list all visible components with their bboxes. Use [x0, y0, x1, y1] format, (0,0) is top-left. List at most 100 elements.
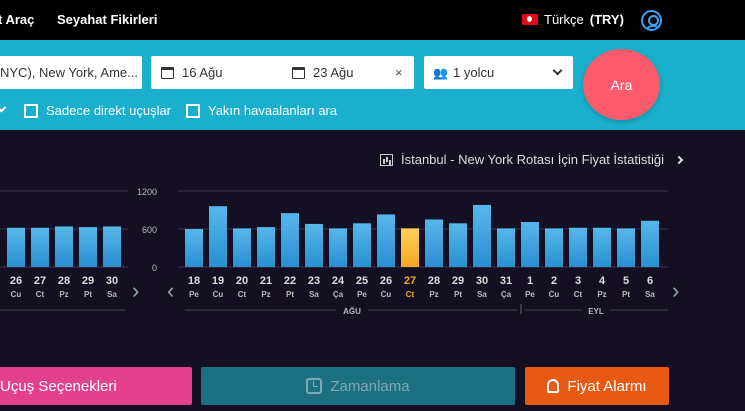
month-label: AĞU [343, 307, 361, 316]
search-button[interactable]: Ara [583, 49, 660, 120]
day-label: 24 [332, 275, 345, 287]
price-stats-label: İstanbul - New York Rotası İçin Fiyat İs… [401, 152, 664, 167]
passengers-icon: 👥 [433, 65, 448, 80]
month-label-bg [582, 304, 610, 316]
day-label: 29 [452, 275, 464, 287]
direct-flights-checkbox[interactable]: Sadece direkt uçuşlar [24, 103, 171, 118]
price-alarm-button[interactable]: Fiyat Alarmı [525, 367, 669, 405]
language-name: Türkçe [544, 12, 584, 27]
chart-next-arrow-left-panel[interactable]: › [132, 278, 140, 303]
day-label: 26 [380, 275, 392, 287]
bar [617, 228, 635, 267]
bar [233, 228, 251, 267]
price-alarm-label: Fiyat Alarmı [567, 377, 647, 395]
passenger-count: 1 yolcu [453, 65, 495, 80]
day-label: 3 [575, 275, 581, 287]
currency-label: (TRY) [589, 12, 624, 27]
timing-button[interactable]: Zamanlama [201, 367, 515, 405]
weekday-label: Sa [107, 290, 117, 299]
bar-selected [401, 228, 419, 267]
bell-icon [547, 379, 560, 393]
day-label: 6 [647, 275, 653, 287]
search-bar: NYC), New York, Ame... 16 Ağu 23 Ağu × 👥… [0, 40, 745, 130]
flight-options-label: Uçuş Seçenekleri [0, 377, 117, 395]
chart-next-arrow[interactable]: › [672, 278, 680, 303]
nearby-airports-checkbox[interactable]: Yakın havaalanları ara [186, 103, 337, 118]
day-label: 2 [551, 275, 557, 287]
chevron-down-icon[interactable] [0, 102, 7, 113]
bar [593, 227, 611, 267]
chevron-down-icon [552, 65, 563, 76]
chart-icon [380, 153, 393, 166]
weekday-label: Ct [406, 290, 415, 299]
depart-date[interactable]: 16 Ağu [161, 65, 223, 80]
weekday-label: Ct [238, 290, 247, 299]
route-value: NYC), New York, Ame... [0, 65, 138, 80]
user-account-icon[interactable] [641, 10, 662, 31]
weekday-label: Ct [574, 290, 583, 299]
weekday-label: Pt [622, 290, 630, 299]
bar [55, 226, 73, 267]
nearby-airports-label: Yakın havaalanları ara [208, 103, 338, 118]
weekday-label: Pt [84, 290, 92, 299]
calendar-icon [161, 66, 174, 79]
y-tick-label: 1200 [137, 187, 157, 197]
bar [473, 204, 491, 267]
bar [281, 213, 299, 267]
day-label: 1 [527, 275, 533, 287]
checkbox-box[interactable] [24, 103, 38, 118]
day-label: 29 [82, 275, 94, 287]
date-field[interactable]: 16 Ağu 23 Ağu × [151, 56, 414, 89]
passenger-selector[interactable]: 👥 1 yolcu [424, 56, 573, 89]
nav-link-car[interactable]: t Araç [0, 12, 35, 27]
weekday-label: Cu [549, 290, 560, 299]
bar [209, 206, 227, 267]
month-label-bg [336, 304, 368, 316]
depart-date-label: 16 Ağu [182, 65, 223, 80]
bar [185, 229, 203, 267]
nav-link-travel-ideas[interactable]: Seyahat Fikirleri [57, 12, 158, 27]
top-nav: t Araç Seyahat Fikirleri Türkçe (TRY) [0, 0, 745, 40]
day-label: 27 [404, 275, 416, 287]
weekday-label: Ct [36, 290, 45, 299]
bar [641, 220, 659, 267]
language-selector[interactable]: Türkçe (TRY) [522, 12, 624, 27]
day-label: 18 [188, 275, 200, 287]
weekday-label: Sa [309, 290, 319, 299]
clear-dates-icon[interactable]: × [395, 65, 403, 80]
route-field[interactable]: NYC), New York, Ame... [0, 56, 142, 89]
bar [425, 219, 443, 267]
bar [449, 223, 467, 267]
weekday-label: Cu [11, 290, 22, 299]
return-date-label: 23 Ağu [313, 65, 354, 80]
bar [377, 214, 395, 267]
bar [305, 223, 323, 267]
weekday-label: Sa [645, 290, 655, 299]
day-label: 26 [10, 275, 22, 287]
weekday-label: Pt [286, 290, 294, 299]
day-label: 4 [599, 275, 606, 287]
weekday-label: Pz [261, 290, 270, 299]
bar [79, 227, 97, 267]
calendar-icon [292, 66, 305, 79]
weekday-label: Sa [477, 290, 487, 299]
day-label: 22 [284, 275, 296, 287]
checkbox-box[interactable] [186, 103, 200, 118]
chart-prev-arrow[interactable]: ‹ [167, 278, 175, 303]
day-label: 25 [356, 275, 368, 287]
weekday-label: Cu [381, 290, 392, 299]
bar [521, 222, 539, 267]
bar [257, 227, 275, 267]
price-stats-link[interactable]: İstanbul - New York Rotası İçin Fiyat İs… [380, 152, 684, 167]
y-tick-label: 0 [152, 263, 157, 273]
weekday-label: Ça [333, 290, 344, 299]
flight-options-button[interactable]: Uçuş Seçenekleri [0, 367, 192, 405]
chevron-right-icon [674, 155, 684, 164]
weekday-label: Cu [213, 290, 224, 299]
return-date[interactable]: 23 Ağu [292, 65, 354, 80]
day-label: 30 [106, 275, 118, 287]
day-label: 31 [500, 275, 512, 287]
price-chart: 1200600026Cu27Ct28Pz29Pt30Sa18Pe19Cu20Ct… [0, 187, 668, 316]
weekday-label: Pe [189, 290, 199, 299]
weekday-label: Pz [59, 290, 68, 299]
